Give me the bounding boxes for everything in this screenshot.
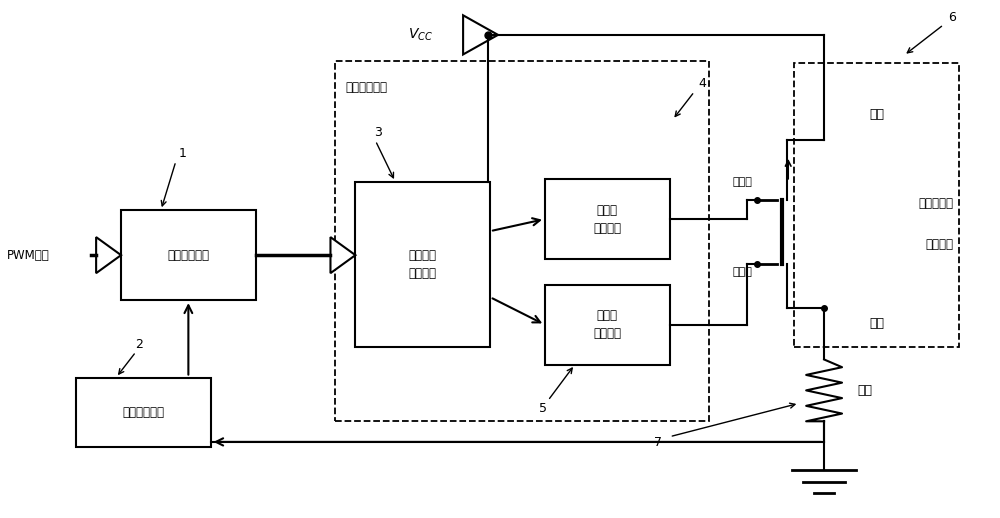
Text: 主栅极: 主栅极 — [732, 267, 752, 277]
Text: 逻辑控制电路: 逻辑控制电路 — [167, 249, 209, 262]
Text: 6: 6 — [948, 11, 956, 24]
Text: 4: 4 — [698, 77, 706, 90]
Text: 1: 1 — [179, 147, 187, 160]
Text: 电导增强型: 电导增强型 — [919, 197, 954, 210]
Text: PWM输入: PWM输入 — [6, 249, 49, 262]
Text: 功率器件: 功率器件 — [926, 238, 954, 251]
Text: 从栅极
驱动电路: 从栅极 驱动电路 — [593, 204, 621, 235]
Text: 电流检测电路: 电流检测电路 — [122, 406, 164, 419]
Text: 负载: 负载 — [857, 384, 872, 397]
Bar — [76, 378, 211, 447]
Bar — [355, 182, 490, 347]
Text: 主栅极
驱动电路: 主栅极 驱动电路 — [593, 309, 621, 340]
Text: 2: 2 — [135, 338, 143, 351]
Text: $V_{CC}$: $V_{CC}$ — [408, 27, 433, 43]
Bar — [545, 285, 670, 365]
Bar — [545, 179, 670, 259]
Bar — [794, 63, 959, 347]
Text: 3: 3 — [374, 126, 382, 139]
Bar — [121, 210, 256, 300]
Text: 5: 5 — [539, 402, 547, 415]
Text: 栅极驱动电路: 栅极驱动电路 — [345, 81, 387, 94]
Bar — [335, 61, 709, 421]
Polygon shape — [330, 237, 355, 273]
Text: 7: 7 — [654, 437, 662, 450]
Text: 从栅极: 从栅极 — [732, 177, 752, 187]
Text: 阴极: 阴极 — [869, 317, 884, 330]
Polygon shape — [96, 237, 121, 273]
Text: 阳极: 阳极 — [869, 108, 884, 121]
Text: 栅极电平
移位电路: 栅极电平 移位电路 — [409, 249, 437, 280]
